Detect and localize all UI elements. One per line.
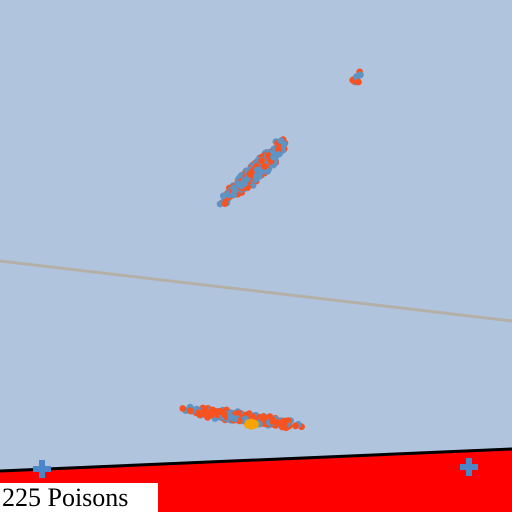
guide-line: [0, 259, 512, 323]
dot: [258, 157, 265, 165]
dot: [355, 78, 362, 86]
dot: [246, 170, 254, 178]
dot: [357, 71, 364, 79]
dot: [260, 163, 268, 170]
dot: [270, 153, 277, 161]
dot: [240, 180, 248, 188]
dot: [227, 413, 235, 421]
dot: [231, 186, 239, 194]
dot: [249, 413, 257, 420]
poison-counter: 225 Poisons: [0, 483, 158, 512]
dot: [216, 200, 224, 208]
dot: [179, 405, 187, 412]
dot: [274, 419, 281, 427]
dot: [251, 420, 259, 428]
dot: [264, 152, 272, 160]
dot: [274, 145, 282, 153]
dot: [203, 408, 211, 416]
plus-icon: [33, 460, 51, 478]
dot: [186, 407, 194, 415]
dot: [275, 151, 282, 158]
upper-dot-cluster: [216, 68, 364, 208]
dot: [221, 200, 229, 208]
dot: [246, 420, 254, 428]
dot: [292, 422, 299, 430]
plus-icon: [460, 458, 478, 476]
dot: [221, 411, 228, 418]
dot: [257, 168, 264, 176]
markers: [33, 458, 478, 478]
dot: [269, 418, 276, 425]
dot: [252, 176, 260, 184]
dot: [259, 415, 267, 423]
lower-dot-cluster: [179, 403, 305, 432]
dot: [281, 423, 289, 431]
boundary-line: [0, 447, 512, 473]
dot: [277, 137, 285, 145]
dot: [219, 192, 227, 200]
